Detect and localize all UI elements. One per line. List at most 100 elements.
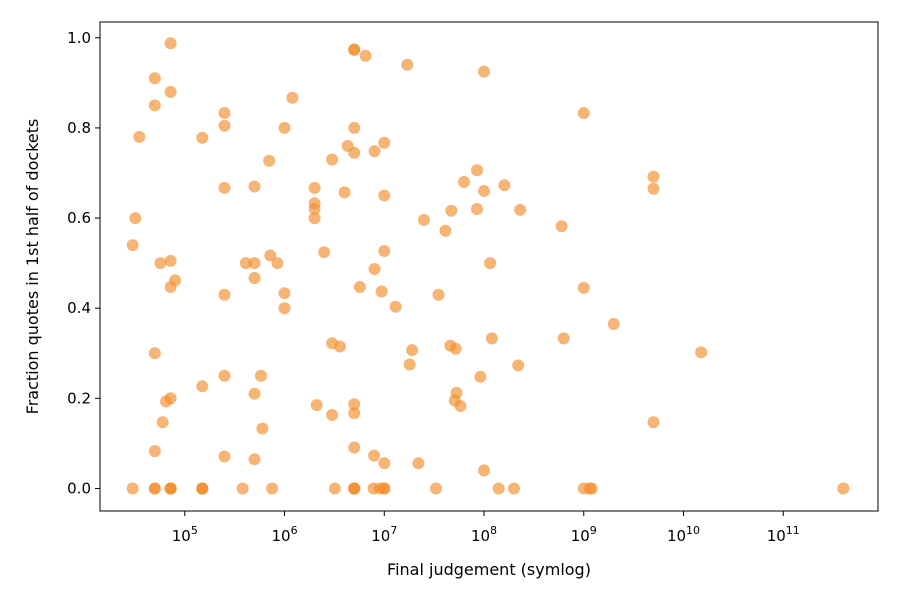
data-point <box>129 212 142 225</box>
data-point <box>156 416 169 429</box>
data-point <box>378 136 391 149</box>
data-point <box>378 482 391 495</box>
data-point <box>353 281 366 293</box>
data-point <box>148 482 161 495</box>
data-point <box>126 482 139 495</box>
data-point <box>218 107 231 119</box>
data-point <box>450 386 463 399</box>
data-point <box>318 246 331 259</box>
data-point <box>454 400 467 412</box>
data-point <box>278 302 291 315</box>
data-point <box>338 186 351 199</box>
data-point <box>328 482 341 495</box>
data-point <box>837 482 850 495</box>
data-point <box>348 146 361 159</box>
y-axis-label: Fraction quotes in 1st half of dockets <box>23 119 42 415</box>
data-point <box>348 407 361 420</box>
data-point <box>348 441 361 454</box>
data-point <box>148 99 161 112</box>
data-point <box>401 58 414 71</box>
data-point <box>236 482 249 495</box>
x-tick-label: 105 <box>172 524 198 545</box>
x-tick-label: 107 <box>371 524 397 545</box>
x-axis-label: Final judgement (symlog) <box>387 560 591 579</box>
y-tick-label: 0.8 <box>67 119 91 137</box>
data-points <box>126 37 850 495</box>
data-point <box>218 369 231 382</box>
data-point <box>508 482 520 495</box>
data-point <box>248 180 261 193</box>
plot-area-frame <box>99 21 879 512</box>
data-point <box>585 482 598 495</box>
data-point <box>326 409 339 421</box>
data-point <box>256 422 269 435</box>
data-point <box>647 170 660 183</box>
data-point <box>264 249 277 262</box>
x-tick-label: 1011 <box>767 524 800 545</box>
x-tick-label: 108 <box>471 524 497 545</box>
data-point <box>647 182 660 195</box>
data-point <box>478 185 490 197</box>
data-point <box>478 65 490 78</box>
data-point <box>169 274 182 287</box>
y-tick-label: 1.0 <box>67 29 91 47</box>
data-point <box>445 204 458 217</box>
data-point <box>148 72 161 85</box>
data-point <box>485 332 498 345</box>
data-point <box>403 358 416 371</box>
data-point <box>378 189 391 202</box>
data-point <box>308 181 321 194</box>
data-point <box>647 416 660 429</box>
data-point <box>308 197 321 210</box>
data-point <box>512 359 525 372</box>
data-point <box>430 482 442 495</box>
data-point <box>271 257 284 270</box>
data-point <box>266 482 279 495</box>
data-point <box>471 164 483 177</box>
data-point <box>368 449 381 462</box>
data-point <box>164 85 177 98</box>
data-point <box>263 154 276 167</box>
data-point <box>471 203 483 215</box>
data-point <box>239 257 252 270</box>
data-point <box>484 257 497 270</box>
data-point <box>514 203 527 216</box>
data-point <box>368 263 381 275</box>
data-point <box>164 254 177 267</box>
data-point <box>248 272 261 284</box>
y-axis-ticks: 0.0 0.2 0.4 0.6 0.8 1.0 <box>67 29 100 497</box>
data-point <box>359 49 372 62</box>
data-point <box>148 347 161 360</box>
data-point <box>164 482 177 495</box>
data-point <box>389 300 402 313</box>
data-point <box>607 318 620 330</box>
data-point <box>406 344 419 357</box>
data-point <box>378 245 391 257</box>
y-tick-label: 0.6 <box>67 209 91 227</box>
data-point <box>412 457 425 470</box>
data-point <box>577 281 590 294</box>
data-point <box>555 220 568 233</box>
data-point <box>248 387 261 400</box>
data-point <box>375 285 388 298</box>
data-point <box>310 399 323 412</box>
data-point <box>218 450 231 463</box>
data-point <box>308 212 321 225</box>
data-point <box>334 340 346 353</box>
data-point <box>557 332 570 345</box>
data-point <box>492 482 505 495</box>
data-point <box>154 257 167 270</box>
data-point <box>278 121 291 134</box>
data-point <box>449 342 462 355</box>
data-point <box>148 445 161 458</box>
x-tick-label: 109 <box>571 524 597 545</box>
data-point <box>218 181 231 194</box>
data-point <box>368 145 381 158</box>
data-point <box>218 288 231 301</box>
y-tick-label: 0.4 <box>67 299 91 317</box>
data-point <box>254 369 267 382</box>
data-point <box>164 392 177 405</box>
data-point <box>133 130 146 143</box>
data-point <box>348 121 361 134</box>
